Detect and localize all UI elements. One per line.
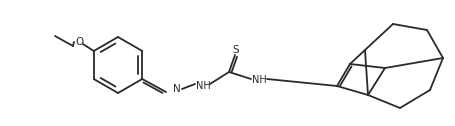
Text: N: N <box>173 84 181 94</box>
Text: O: O <box>75 37 83 47</box>
Text: NH: NH <box>196 81 210 91</box>
Text: NH: NH <box>252 75 266 85</box>
Text: S: S <box>233 45 239 55</box>
